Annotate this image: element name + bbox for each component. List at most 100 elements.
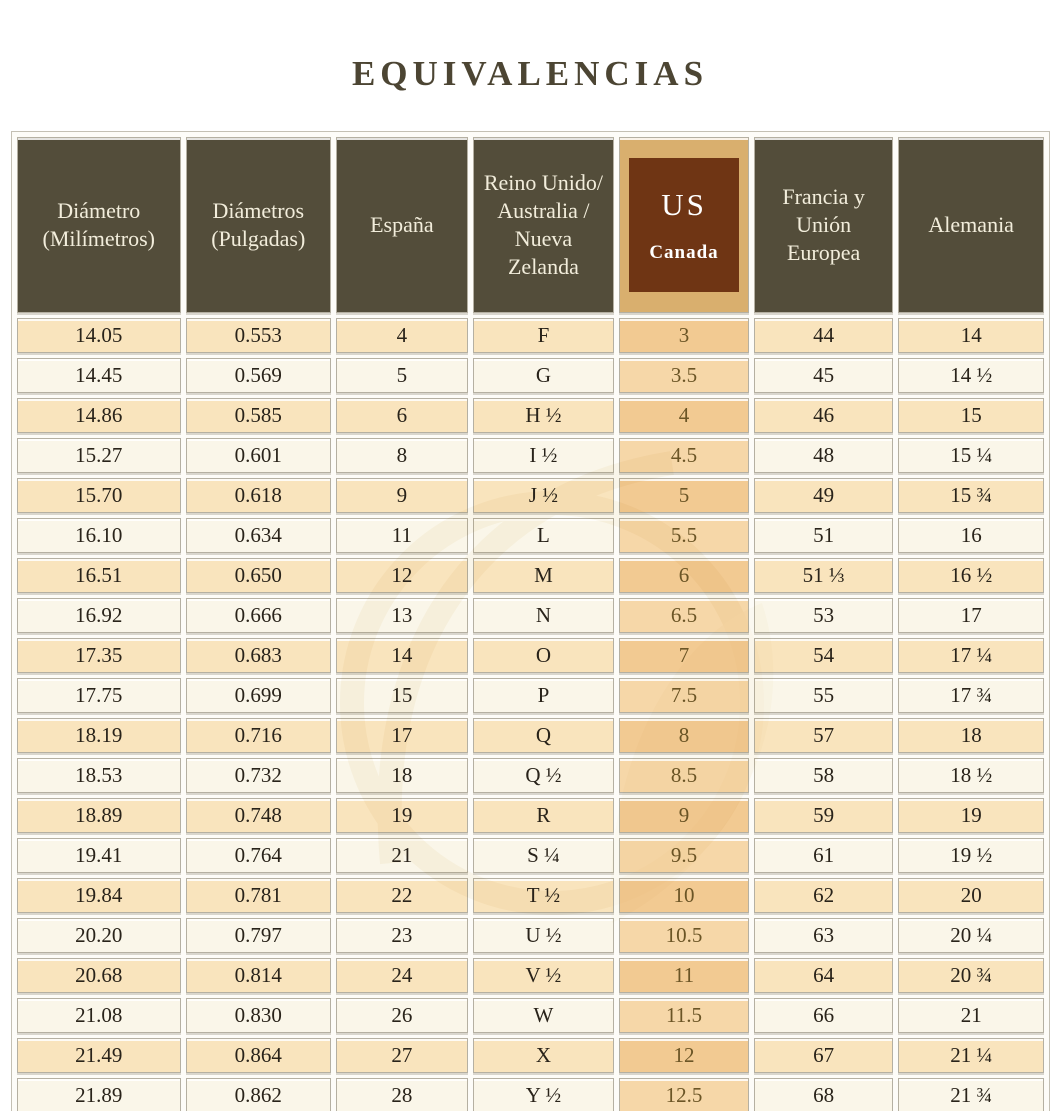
cell-reino-unido: X	[472, 1038, 615, 1073]
cell-us-canada: 11	[619, 958, 749, 993]
cell-us-canada: 12	[619, 1038, 749, 1073]
cell-diametro-mm: 18.89	[17, 798, 181, 833]
cell-reino-unido: Y ½	[472, 1078, 615, 1111]
cell-reino-unido: U ½	[472, 918, 615, 953]
cell-us-canada: 10.5	[619, 918, 749, 953]
cell-diametro-in: 0.814	[185, 958, 332, 993]
cell-reino-unido: S ¼	[472, 838, 615, 873]
cell-diametro-in: 0.569	[185, 358, 332, 393]
cell-diametro-in: 0.862	[185, 1078, 332, 1111]
table-row: 21.08 0.830 26 W 11.5 66 21	[17, 998, 1044, 1033]
cell-alemania: 14	[898, 318, 1044, 353]
cell-espana: 13	[336, 598, 468, 633]
cell-alemania: 19 ½	[898, 838, 1044, 873]
cell-alemania: 18	[898, 718, 1044, 753]
cell-alemania: 20 ¾	[898, 958, 1044, 993]
cell-diametro-in: 0.618	[185, 478, 332, 513]
cell-reino-unido: Q	[472, 718, 615, 753]
us-canada-highlight-box: US Canada	[629, 158, 739, 292]
cell-us-canada: 12.5	[619, 1078, 749, 1111]
cell-espana: 18	[336, 758, 468, 793]
cell-alemania: 21 ¾	[898, 1078, 1044, 1111]
cell-francia-ue: 55	[753, 678, 894, 713]
cell-espana: 8	[336, 438, 468, 473]
cell-espana: 21	[336, 838, 468, 873]
cell-us-canada: 6	[619, 558, 749, 593]
table-row: 17.35 0.683 14 O 7 54 17 ¼	[17, 638, 1044, 673]
cell-diametro-mm: 18.19	[17, 718, 181, 753]
cell-diametro-mm: 15.27	[17, 438, 181, 473]
column-header-reino-unido: Reino Unido/ Australia / Nueva Zelanda	[472, 137, 615, 313]
table-row: 16.51 0.650 12 M 6 51 ⅓ 16 ½	[17, 558, 1044, 593]
cell-francia-ue: 63	[753, 918, 894, 953]
cell-alemania: 15 ¾	[898, 478, 1044, 513]
cell-alemania: 20 ¼	[898, 918, 1044, 953]
cell-diametro-in: 0.864	[185, 1038, 332, 1073]
cell-reino-unido: L	[472, 518, 615, 553]
cell-reino-unido: G	[472, 358, 615, 393]
table-row: 17.75 0.699 15 P 7.5 55 17 ¾	[17, 678, 1044, 713]
cell-espana: 22	[336, 878, 468, 913]
cell-diametro-mm: 21.08	[17, 998, 181, 1033]
cell-diametro-mm: 21.49	[17, 1038, 181, 1073]
cell-alemania: 21 ¼	[898, 1038, 1044, 1073]
table-row: 20.68 0.814 24 V ½ 11 64 20 ¾	[17, 958, 1044, 993]
cell-diametro-mm: 15.70	[17, 478, 181, 513]
cell-diametro-mm: 21.89	[17, 1078, 181, 1111]
cell-francia-ue: 64	[753, 958, 894, 993]
cell-alemania: 20	[898, 878, 1044, 913]
cell-espana: 11	[336, 518, 468, 553]
cell-reino-unido: R	[472, 798, 615, 833]
cell-diametro-in: 0.748	[185, 798, 332, 833]
ring-size-table-wrapper: Diámetro (Milímetros) Diámetros (Pulgadas…	[11, 131, 1050, 1111]
us-label: US	[661, 187, 707, 222]
table-row: 18.89 0.748 19 R 9 59 19	[17, 798, 1044, 833]
cell-diametro-in: 0.585	[185, 398, 332, 433]
cell-francia-ue: 51	[753, 518, 894, 553]
cell-alemania: 14 ½	[898, 358, 1044, 393]
table-row: 21.89 0.862 28 Y ½ 12.5 68 21 ¾	[17, 1078, 1044, 1111]
cell-diametro-in: 0.601	[185, 438, 332, 473]
column-header-espana: España	[336, 137, 468, 313]
cell-alemania: 17 ¼	[898, 638, 1044, 673]
cell-francia-ue: 68	[753, 1078, 894, 1111]
cell-diametro-in: 0.553	[185, 318, 332, 353]
cell-us-canada: 9.5	[619, 838, 749, 873]
cell-reino-unido: V ½	[472, 958, 615, 993]
cell-diametro-mm: 16.92	[17, 598, 181, 633]
cell-espana: 24	[336, 958, 468, 993]
cell-us-canada: 4.5	[619, 438, 749, 473]
column-header-diametro-in: Diámetros (Pulgadas)	[185, 137, 332, 313]
header-row: Diámetro (Milímetros) Diámetros (Pulgadas…	[17, 137, 1044, 313]
cell-us-canada: 10	[619, 878, 749, 913]
cell-alemania: 15	[898, 398, 1044, 433]
cell-francia-ue: 51 ⅓	[753, 558, 894, 593]
table-row: 20.20 0.797 23 U ½ 10.5 63 20 ¼	[17, 918, 1044, 953]
cell-diametro-in: 0.716	[185, 718, 332, 753]
cell-espana: 17	[336, 718, 468, 753]
cell-diametro-mm: 14.05	[17, 318, 181, 353]
cell-alemania: 21	[898, 998, 1044, 1033]
cell-espana: 23	[336, 918, 468, 953]
cell-reino-unido: P	[472, 678, 615, 713]
table-row: 18.53 0.732 18 Q ½ 8.5 58 18 ½	[17, 758, 1044, 793]
cell-francia-ue: 54	[753, 638, 894, 673]
cell-diametro-in: 0.797	[185, 918, 332, 953]
cell-francia-ue: 49	[753, 478, 894, 513]
cell-diametro-in: 0.830	[185, 998, 332, 1033]
cell-us-canada: 7	[619, 638, 749, 673]
table-row: 19.84 0.781 22 T ½ 10 62 20	[17, 878, 1044, 913]
cell-reino-unido: H ½	[472, 398, 615, 433]
table-row: 14.05 0.553 4 F 3 44 14	[17, 318, 1044, 353]
cell-alemania: 19	[898, 798, 1044, 833]
cell-francia-ue: 61	[753, 838, 894, 873]
cell-diametro-in: 0.650	[185, 558, 332, 593]
table-row: 15.70 0.618 9 J ½ 5 49 15 ¾	[17, 478, 1044, 513]
cell-us-canada: 8.5	[619, 758, 749, 793]
cell-francia-ue: 62	[753, 878, 894, 913]
cell-espana: 19	[336, 798, 468, 833]
cell-espana: 6	[336, 398, 468, 433]
cell-francia-ue: 45	[753, 358, 894, 393]
cell-us-canada: 4	[619, 398, 749, 433]
cell-reino-unido: T ½	[472, 878, 615, 913]
